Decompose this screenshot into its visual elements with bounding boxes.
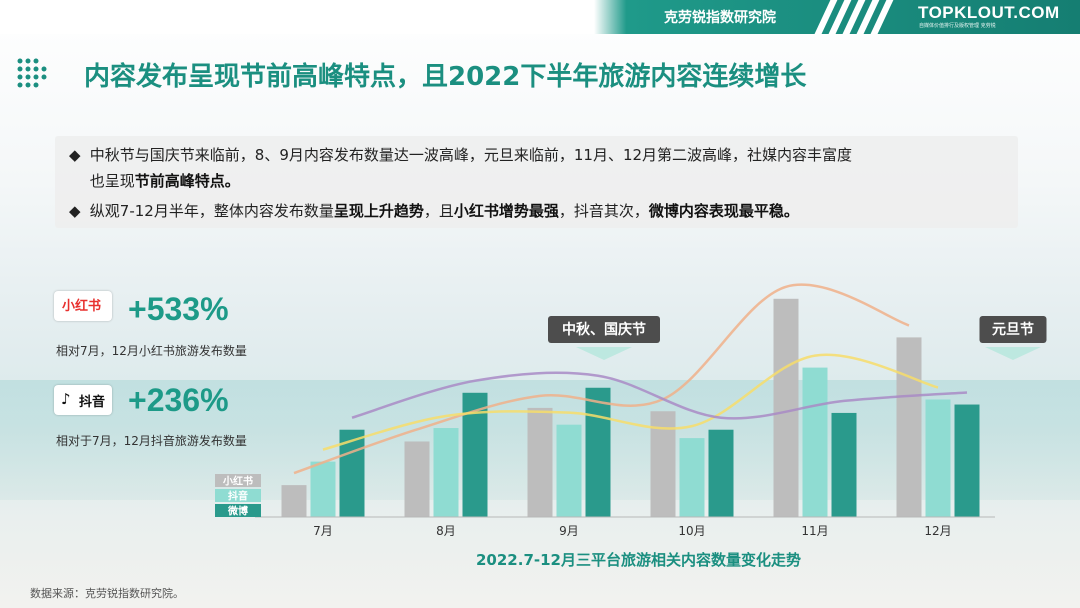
summary-bold: 小红书增势最强 — [453, 202, 559, 220]
bar-小红书-7月 — [281, 485, 307, 517]
trend-line-小红书 — [293, 283, 910, 475]
bar-微博-11月 — [831, 412, 857, 517]
bar-抖音-7月 — [310, 461, 336, 517]
x-tick-label: 12月 — [924, 524, 951, 538]
bar-微博-9月 — [585, 387, 611, 517]
summary-text: 中秋节与国庆节来临前，8、9月内容发布数量达一波高峰，元旦来临前，11月、12月… — [89, 146, 853, 164]
org-name: 克劳锐指数研究院 — [664, 10, 776, 26]
bar-抖音-9月 — [556, 424, 582, 517]
bar-小红书-9月 — [527, 407, 553, 517]
douyin-logo-text: 抖音 — [79, 395, 106, 410]
x-tick-label: 11月 — [801, 524, 828, 538]
chart-title: 2022.7-12月三平台旅游相关内容数量变化走势 — [476, 551, 801, 569]
stripe-decoration — [812, 0, 902, 34]
annotation-layer: 中秋、国庆节 元旦节 — [548, 316, 1047, 360]
bar-小红书-11月 — [773, 298, 799, 517]
axis-layer: 7月 8月 9月 10月 11月 12月 — [255, 516, 995, 538]
annotation-arrow-icon — [985, 347, 1041, 360]
page-title: 内容发布呈现节前高峰特点，且2022下半年旅游内容连续增长 — [84, 62, 807, 92]
annotation-box — [979, 316, 1047, 343]
bar-微博-12月 — [954, 404, 980, 517]
xiaohongshu-logo-text: 小红书 — [62, 299, 102, 314]
summary-bold: 呈现上升趋势 — [333, 202, 424, 220]
douyin-growth-value: +236% — [128, 382, 229, 418]
data-source: 数据来源：克劳锐指数研究院。 — [30, 587, 184, 600]
douyin-note-icon: ♪ — [61, 390, 71, 408]
summary-line-3: ◆ 纵观7-12月半年，整体内容发布数量呈现上升趋势，且小红书增势最强，抖音其次… — [69, 198, 799, 224]
brand-logo: TOPKLOUT.COM — [918, 3, 1060, 22]
annotation-box — [548, 316, 660, 343]
summary-text: 纵观7-12月半年，整体内容发布数量 — [89, 202, 334, 220]
legend-swatch-抖音 — [215, 489, 261, 502]
top-bar: 克劳锐指数研究院 TOPKLOUT.COM 自媒体价值排行及版权管理 克劳锐 — [0, 0, 1080, 34]
bullet-diamond-icon: ◆ — [69, 202, 81, 220]
douyin-growth-caption: 相对于7月，12月抖音旅游发布数量 — [56, 434, 247, 448]
bullet-diamond-icon: ◆ — [69, 146, 81, 164]
summary-text: ，抖音其次， — [558, 202, 649, 220]
summary-bold: 微博内容表现最平稳。 — [648, 202, 799, 220]
x-tick-label: 9月 — [559, 524, 579, 538]
annotation-arrow-icon — [576, 347, 632, 360]
xiaohongshu-growth-value: +533% — [128, 291, 229, 327]
summary-text: ，且 — [423, 202, 454, 220]
summary-text: 也呈现 — [89, 172, 135, 190]
summary-box: ◆ 中秋节与国庆节来临前，8、9月内容发布数量达一波高峰，元旦来临前，11月、1… — [55, 136, 1018, 228]
trend-lines-layer — [293, 283, 968, 475]
bar-抖音-10月 — [679, 438, 705, 517]
bar-小红书-8月 — [404, 441, 430, 517]
legend-swatch-微博 — [215, 504, 261, 517]
annotation-label: 中秋、国庆节 — [562, 321, 646, 338]
summary-bold: 节前高峰特点。 — [134, 172, 240, 190]
trend-line-抖音 — [322, 353, 939, 451]
summary-line-2: 也呈现节前高峰特点。 — [69, 168, 240, 194]
x-tick-label: 7月 — [313, 524, 333, 538]
summary-line-1: ◆ 中秋节与国庆节来临前，8、9月内容发布数量达一波高峰，元旦来临前，11月、1… — [69, 142, 852, 168]
bar-抖音-8月 — [433, 428, 459, 517]
x-tick-label: 8月 — [436, 524, 456, 538]
xiaohongshu-logo: 小红书 — [54, 291, 112, 321]
legend-label: 小红书 — [222, 475, 253, 488]
x-tick-label: 10月 — [678, 524, 705, 538]
trend-line-微博 — [351, 371, 968, 420]
bar-抖音-12月 — [925, 399, 951, 517]
bars-layer — [281, 298, 980, 517]
bar-抖音-11月 — [802, 367, 828, 517]
bar-微博-10月 — [708, 429, 734, 517]
dot-grid-icon — [17, 58, 47, 88]
annotation-label: 元旦节 — [992, 321, 1034, 338]
legend-label: 抖音 — [228, 490, 248, 503]
legend-label: 微博 — [227, 505, 248, 518]
douyin-logo: ♪ 抖音 — [54, 385, 112, 415]
bar-小红书-12月 — [896, 337, 922, 517]
brand-subtitle: 自媒体价值排行及版权管理 克劳锐 — [919, 23, 996, 29]
legend-swatch-小红书 — [215, 474, 261, 487]
xiaohongshu-growth-caption: 相对7月，12月小红书旅游发布数量 — [56, 344, 247, 358]
